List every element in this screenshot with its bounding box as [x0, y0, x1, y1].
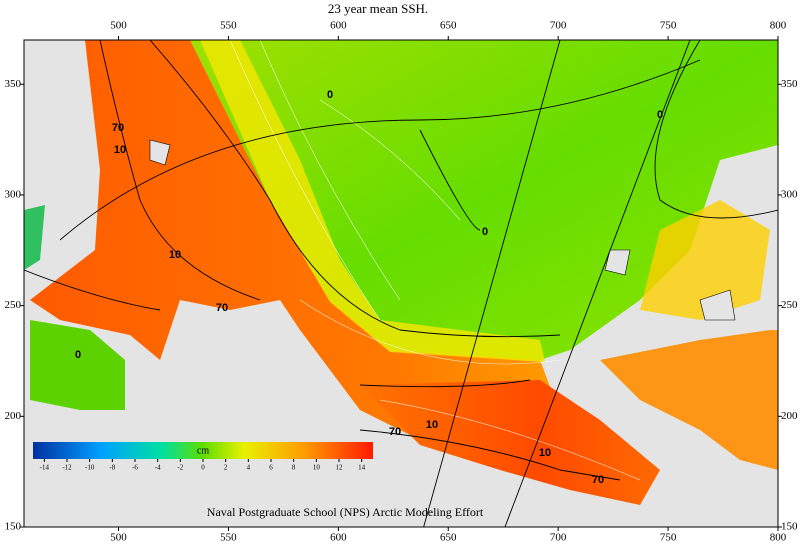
colorbar-tick-label: -10 [85, 464, 95, 472]
colorbar-tick-label: 14 [358, 464, 366, 472]
southwest-sea [30, 320, 125, 410]
x-tick-label: 750 [660, 20, 677, 32]
contour-label: 0 [657, 109, 663, 121]
colorbar-tick-label: -14 [40, 464, 50, 472]
map-title: 23 year mean SSH. [328, 1, 428, 16]
contour-label: 0 [327, 89, 333, 101]
y-tick-label: 200 [5, 410, 22, 422]
contour-label: 0 [482, 226, 488, 238]
colorbar-tick-label: 2 [224, 464, 228, 472]
colorbar-tick-label: -4 [155, 464, 161, 472]
map-body [24, 40, 778, 527]
x-tick-label: 500 [110, 20, 127, 32]
contour-label: 70 [592, 474, 604, 486]
east-islands [640, 200, 770, 320]
slope-band [200, 40, 545, 362]
x-tick-label: 500 [110, 532, 127, 544]
x-tick-label: 750 [660, 532, 677, 544]
colorbar-tick-label: 8 [292, 464, 296, 472]
y-tick-label: 300 [5, 188, 22, 200]
x-tick-label: 650 [440, 532, 457, 544]
west-coast [24, 205, 45, 270]
contour-label: 10 [169, 249, 181, 261]
y-tick-label: 350 [781, 78, 798, 90]
colorbar-label: cm [197, 445, 209, 456]
contour-label: 10 [539, 447, 551, 459]
colorbar-tick-label: -8 [109, 464, 115, 472]
contour-label: 10 [426, 419, 438, 431]
colorbar-tick-label: 6 [269, 464, 273, 472]
frame [23, 39, 779, 528]
x-tick-label: 800 [770, 20, 787, 32]
contour-label: 0 [75, 349, 81, 361]
x-tick-label: 700 [550, 20, 567, 32]
colorbar-tick-label: -12 [62, 464, 72, 472]
x-tick-label: 550 [220, 532, 237, 544]
east-shelf [600, 330, 778, 470]
x-tick-label: 650 [440, 20, 457, 32]
contours [24, 40, 778, 527]
x-tick-label: 700 [550, 532, 567, 544]
y-tick-label: 200 [781, 410, 798, 422]
footer: Naval Postgraduate School (NPS) Arctic M… [207, 505, 484, 519]
x-tick-label: 600 [330, 20, 347, 32]
contour-label: 10 [114, 144, 126, 156]
contour-label: 70 [216, 302, 228, 314]
colorbar-tick-label: 10 [313, 464, 321, 472]
colorbar [33, 442, 373, 459]
islands [149, 139, 736, 321]
colorbar-tick-label: 0 [201, 464, 205, 472]
y-tick-label: 250 [781, 299, 798, 311]
x-tick-label: 600 [330, 532, 347, 544]
y-tick-label: 150 [5, 521, 22, 533]
x-tick-label: 550 [220, 20, 237, 32]
y-tick-label: 350 [5, 78, 22, 90]
contour-label: 70 [389, 426, 401, 438]
colorbar-tick-label: -2 [177, 464, 183, 472]
colorbar-tick-label: 12 [336, 464, 344, 472]
colorbar-tick-label: -6 [132, 464, 138, 472]
y-tick-label: 250 [5, 299, 22, 311]
isobaths [229, 40, 641, 481]
x-tick-label: 800 [770, 532, 787, 544]
colorbar-tick-label: 4 [247, 464, 251, 472]
y-tick-label: 300 [781, 188, 798, 200]
contour-label: 70 [112, 122, 124, 134]
y-tick-label: 150 [781, 521, 798, 533]
